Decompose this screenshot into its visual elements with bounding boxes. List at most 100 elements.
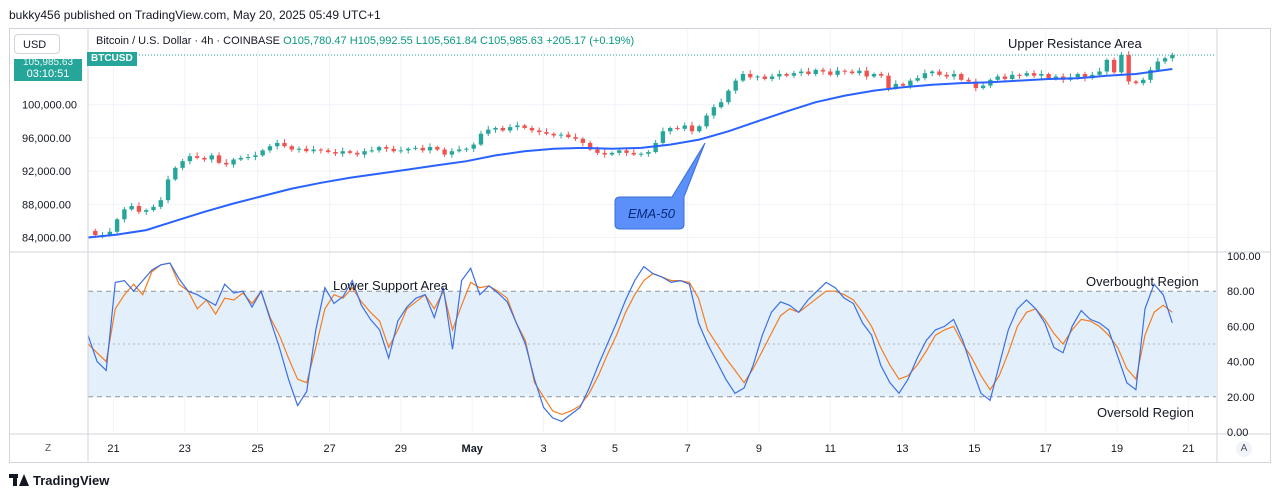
rsi-guides [88,290,1216,398]
candle-body [464,148,469,150]
candle-body [129,206,134,210]
candle-body [602,152,607,155]
candle-body [449,151,455,155]
candle-body [704,115,709,127]
candle-body [791,73,797,76]
rsi-band [88,291,1216,397]
candle-body [318,149,324,151]
candle-body [93,230,98,236]
candle-body [369,150,375,152]
time-tick-label: 7 [685,443,691,455]
candle-body [879,74,884,76]
candle-body [646,152,651,154]
candle-body [777,74,782,77]
candle-body [668,127,673,132]
candle-body [748,74,753,78]
candle-body [427,147,433,151]
candle-body [471,144,476,149]
lower-support-label: Lower Support Area [333,278,449,293]
candle-body [769,76,775,79]
candle-body [267,146,273,151]
candle-body [406,148,411,151]
candle-body [660,131,666,143]
candle-body [762,76,767,79]
candle-body [915,78,920,81]
candle-body [842,70,848,72]
candle-body [507,127,513,131]
candle-body [573,137,578,139]
bar-countdown: 03:10:51 [26,68,70,80]
auto-scale-button[interactable]: A [1236,441,1252,457]
legend-symbol[interactable]: Bitcoin / U.S. Dollar · 4h · COINBASE [96,35,280,47]
time-tick-label: 23 [179,443,191,455]
candle-body [718,102,724,108]
candle-body [529,127,535,131]
price-tick-label: 88,000.00 [22,199,71,211]
candle-body [231,159,236,165]
candle-body [711,107,717,116]
legend-close: C105,985.63 [480,35,544,47]
candle-body [1119,54,1124,73]
symbol-badge: BTCUSD [87,52,137,66]
candle-body [493,127,498,130]
rsi-fast-line [87,262,1173,423]
candle-body [355,152,360,155]
candle-body [1162,58,1168,62]
candle-body [740,74,746,81]
candle-body [296,148,302,150]
ema-callout-text: EMA-50 [628,206,676,221]
candle-body [864,70,869,77]
candle-body [544,132,549,134]
candle-body [194,156,200,158]
rsi-axis[interactable]: 100.00 80.00 60.00 40.00 20.00 0.00 [1227,251,1261,439]
chart-frame [9,28,1271,463]
candle-body [413,147,418,149]
candle-body [1126,54,1131,82]
candle-body [944,74,949,77]
candle-body [617,150,622,153]
candle-body [304,148,309,152]
candles [93,51,1175,239]
candle-body [340,151,345,154]
tradingview-logo[interactable]: TradingView [9,473,109,488]
candle-body [1017,74,1022,76]
candle-body [697,126,702,132]
rsi-tick-label: 60.00 [1227,321,1255,333]
candle-body [799,71,804,74]
candle-body [391,148,396,152]
candle-body [1024,73,1029,76]
candle-body [202,157,207,160]
price-tick-label: 96,000.00 [22,133,71,145]
candle-body [587,142,593,150]
rsi-tick-label: 40.00 [1227,357,1255,369]
time-tick-label: 27 [323,443,335,455]
price-axis[interactable]: 100,000.00 96,000.00 92,000.00 88,000.00 84,… [22,100,77,245]
legend-high: H105,992.55 [349,35,413,47]
candle-body [828,71,833,75]
timezone-z-button[interactable]: Z [44,443,52,454]
candle-body [922,73,928,79]
candle-body [857,70,862,74]
candle-body [260,150,265,156]
candle-body [813,69,818,74]
candle-body [755,76,760,78]
candle-body [929,71,935,74]
candle-body [107,231,113,236]
legend-open: O105,780.47 [283,35,347,47]
time-axis[interactable]: 21 23 25 27 29 May 3 5 7 9 11 13 15 17 19 21 [107,443,1194,455]
candle-body [624,150,629,153]
time-tick-label: May [462,443,484,455]
rsi-tick-label: 80.00 [1227,286,1255,298]
candle-body [551,133,556,136]
currency-button[interactable]: USD [14,34,60,54]
ohlc-legend: Bitcoin / U.S. Dollar · 4h · COINBASE O1… [96,35,634,47]
candle-body [216,155,222,163]
candle-body [1053,76,1059,79]
candle-body [566,134,571,138]
candle-body [849,71,855,74]
candle-body [631,152,636,155]
candle-body [114,219,120,232]
candle-body [1097,71,1102,75]
rsi-tick-label: 100.00 [1227,251,1261,263]
